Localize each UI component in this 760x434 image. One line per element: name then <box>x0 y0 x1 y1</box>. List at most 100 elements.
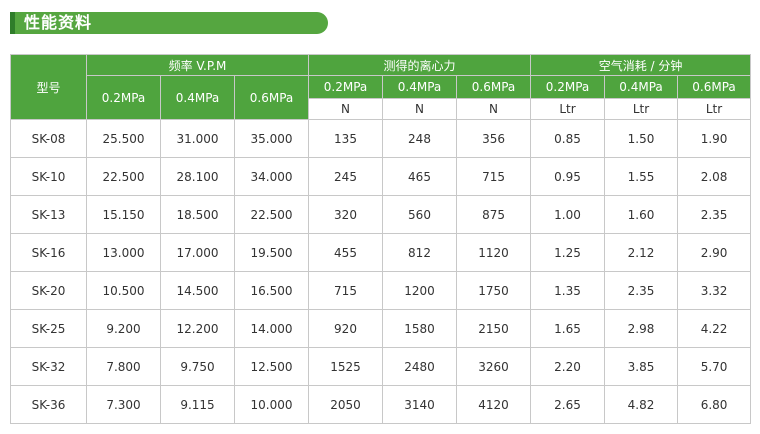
model-cell: SK-36 <box>10 385 87 424</box>
value-cell: 2.12 <box>604 233 679 272</box>
value-cell: 0.85 <box>530 119 606 158</box>
model-cell: SK-13 <box>10 195 87 234</box>
value-cell: 248 <box>382 119 457 158</box>
value-cell: 14.500 <box>160 271 235 310</box>
value-cell: 12.500 <box>234 347 309 386</box>
value-cell: 6.80 <box>677 385 752 424</box>
model-header: 型号 <box>10 54 87 120</box>
table-row: SK-08 25.500 31.000 35.000 135 248 356 0… <box>10 119 752 158</box>
value-cell: 14.000 <box>234 309 309 348</box>
value-cell: 10.000 <box>234 385 309 424</box>
value-cell: 18.500 <box>160 195 235 234</box>
value-cell: 715 <box>308 271 383 310</box>
value-cell: 1.55 <box>604 157 679 196</box>
value-cell: 1200 <box>382 271 457 310</box>
value-cell: 34.000 <box>234 157 309 196</box>
value-cell: 22.500 <box>86 157 161 196</box>
value-cell: 15.150 <box>86 195 161 234</box>
value-cell: 320 <box>308 195 383 234</box>
value-cell: 875 <box>455 195 532 234</box>
value-cell: 1.90 <box>677 119 752 158</box>
value-cell: 812 <box>382 233 457 272</box>
value-cell: 31.000 <box>160 119 235 158</box>
model-cell: SK-20 <box>10 271 87 310</box>
value-cell: 28.100 <box>160 157 235 196</box>
value-cell: 1.65 <box>530 309 606 348</box>
pressure-header: 0.6MPa <box>677 75 752 99</box>
value-cell: 2.35 <box>604 271 679 310</box>
model-cell: SK-08 <box>10 119 87 158</box>
table-row: SK-20 10.500 14.500 16.500 715 1200 1750… <box>10 271 752 310</box>
value-cell: 25.500 <box>86 119 161 158</box>
table-row: SK-10 22.500 28.100 34.000 245 465 715 0… <box>10 157 752 196</box>
pressure-header: 0.6MPa <box>455 75 532 99</box>
value-cell: 465 <box>382 157 457 196</box>
value-cell: 1.50 <box>604 119 679 158</box>
model-cell: SK-32 <box>10 347 87 386</box>
value-cell: 3.32 <box>677 271 752 310</box>
value-cell: 2.98 <box>604 309 679 348</box>
model-cell: SK-25 <box>10 309 87 348</box>
value-cell: 1.25 <box>530 233 606 272</box>
unit-header: N <box>308 98 383 120</box>
value-cell: 715 <box>455 157 532 196</box>
value-cell: 17.000 <box>160 233 235 272</box>
table-row: SK-13 15.150 18.500 22.500 320 560 875 1… <box>10 195 752 234</box>
table-row: SK-16 13.000 17.000 19.500 455 812 1120 … <box>10 233 752 272</box>
value-cell: 3140 <box>382 385 457 424</box>
value-cell: 1750 <box>455 271 532 310</box>
value-cell: 0.95 <box>530 157 606 196</box>
header-row-pressures: 0.2MPa 0.4MPa 0.6MPa 0.2MPa 0.4MPa 0.6MP… <box>11 75 752 120</box>
table-row: SK-25 9.200 12.200 14.000 920 1580 2150 … <box>10 309 752 348</box>
value-cell: 1580 <box>382 309 457 348</box>
model-cell: SK-16 <box>10 233 87 272</box>
value-cell: 245 <box>308 157 383 196</box>
model-cell: SK-10 <box>10 157 87 196</box>
value-cell: 12.200 <box>160 309 235 348</box>
unit-header: N <box>455 98 532 120</box>
pressure-header: 0.4MPa <box>604 75 679 99</box>
value-cell: 2480 <box>382 347 457 386</box>
value-cell: 10.500 <box>86 271 161 310</box>
title-accent <box>10 12 15 34</box>
value-cell: 2050 <box>308 385 383 424</box>
value-cell: 9.750 <box>160 347 235 386</box>
value-cell: 2.08 <box>677 157 752 196</box>
unit-header: Ltr <box>604 98 679 120</box>
pressure-header: 0.6MPa <box>234 75 309 120</box>
value-cell: 4.22 <box>677 309 752 348</box>
value-cell: 13.000 <box>86 233 161 272</box>
value-cell: 19.500 <box>234 233 309 272</box>
value-cell: 2.35 <box>677 195 752 234</box>
pressure-header: 0.4MPa <box>382 75 457 99</box>
value-cell: 4.82 <box>604 385 679 424</box>
performance-table: 型号 频率 V.P.M 测得的离心力 空气消耗 / 分钟 0.2MPa 0.4M… <box>10 54 752 424</box>
value-cell: 9.200 <box>86 309 161 348</box>
pressure-header: 0.4MPa <box>160 75 235 120</box>
value-cell: 3.85 <box>604 347 679 386</box>
value-cell: 1.00 <box>530 195 606 234</box>
header-row-groups: 型号 频率 V.P.M 测得的离心力 空气消耗 / 分钟 <box>10 54 752 120</box>
value-cell: 455 <box>308 233 383 272</box>
value-cell: 7.800 <box>86 347 161 386</box>
value-cell: 2.20 <box>530 347 606 386</box>
table-row: SK-32 7.800 9.750 12.500 1525 2480 3260 … <box>10 347 752 386</box>
value-cell: 1.35 <box>530 271 606 310</box>
value-cell: 2.90 <box>677 233 752 272</box>
value-cell: 920 <box>308 309 383 348</box>
value-cell: 9.115 <box>160 385 235 424</box>
section-title: 性能资料 <box>24 13 93 32</box>
pressure-header: 0.2MPa <box>86 75 161 120</box>
unit-header: Ltr <box>677 98 752 120</box>
unit-header: Ltr <box>530 98 606 120</box>
value-cell: 560 <box>382 195 457 234</box>
value-cell: 1120 <box>455 233 532 272</box>
table-row: SK-36 7.300 9.115 10.000 2050 3140 4120 … <box>10 385 752 424</box>
value-cell: 1.60 <box>604 195 679 234</box>
value-cell: 35.000 <box>234 119 309 158</box>
value-cell: 3260 <box>455 347 532 386</box>
pressure-header: 0.2MPa <box>530 75 606 99</box>
value-cell: 1525 <box>308 347 383 386</box>
section-title-bar: 性能资料 <box>10 12 328 34</box>
value-cell: 16.500 <box>234 271 309 310</box>
